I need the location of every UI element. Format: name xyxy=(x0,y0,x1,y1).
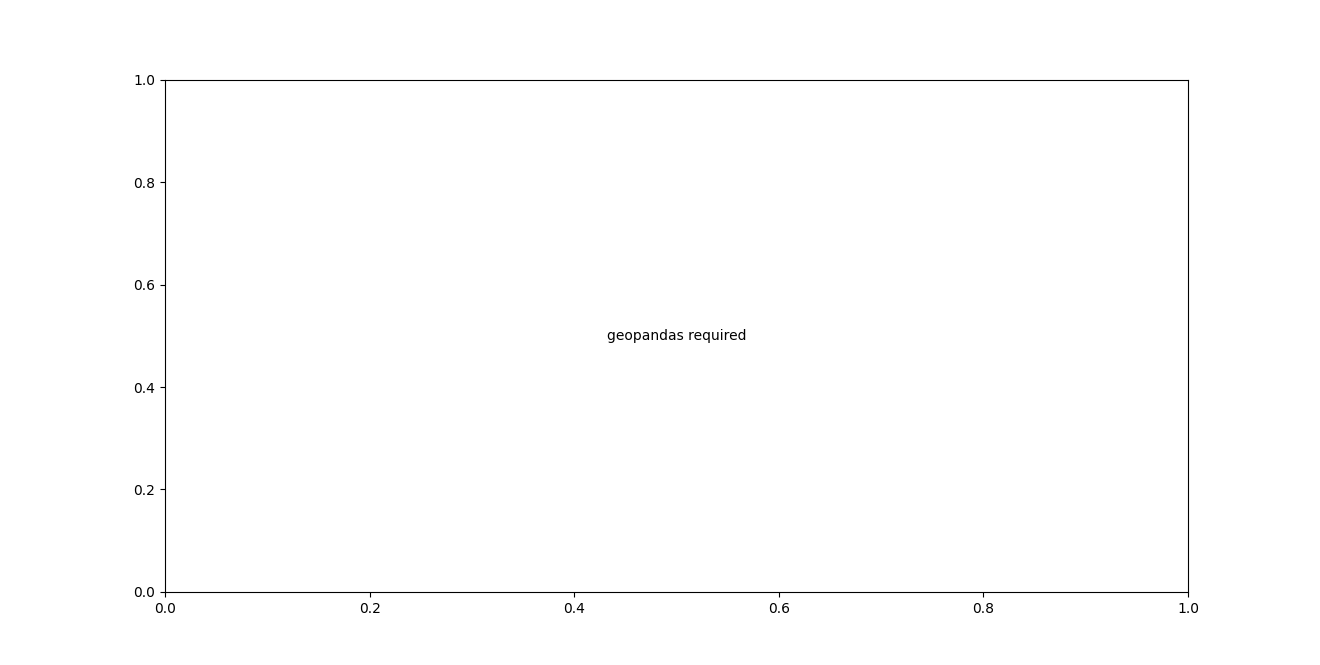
Text: geopandas required: geopandas required xyxy=(607,329,746,343)
